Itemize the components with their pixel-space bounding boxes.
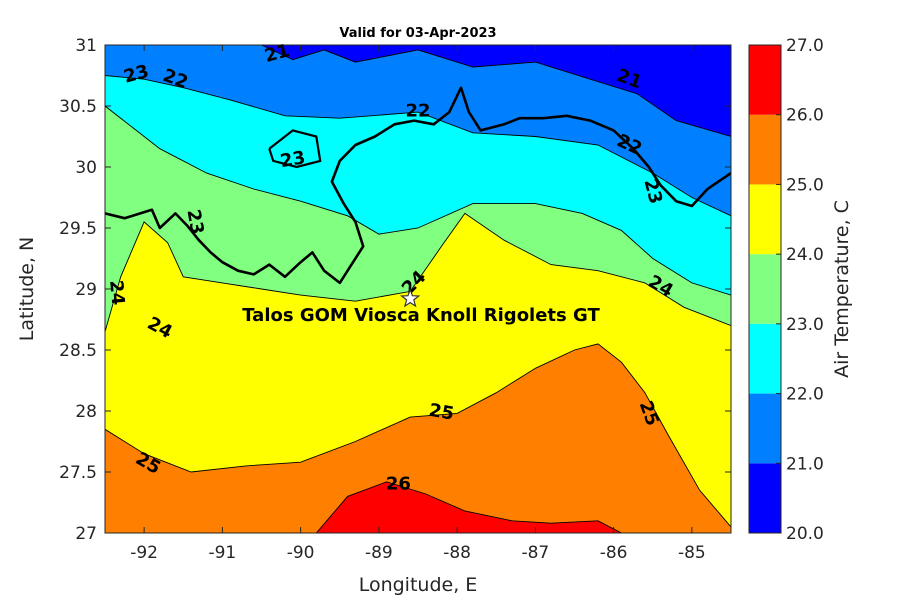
contour-label-26: 26 [386, 474, 411, 495]
contour-line-21 [261, 45, 731, 137]
band-26 [316, 481, 622, 533]
contour-label-22: 22 [405, 100, 430, 121]
band-21 [261, 45, 731, 137]
coastline-trace [105, 86, 731, 285]
x-tick-label: -85 [678, 543, 706, 563]
band-25 [105, 343, 731, 533]
colorbar-tick-label: 24.0 [786, 245, 824, 265]
x-axis-label: Longitude, E [359, 574, 478, 596]
colorbar-swatch [749, 463, 781, 533]
colorbar-swatch [749, 254, 781, 324]
lake-pontchartrain-outline [268, 129, 322, 169]
y-tick-label: 30.5 [59, 97, 97, 117]
y-tick-label: 31 [75, 36, 97, 56]
chart-title: Valid for 03-Apr-2023 [339, 26, 496, 41]
y-tick-label: 28 [75, 402, 97, 422]
colorbar-tick-label: 25.0 [786, 175, 824, 195]
y-tick-label: 27.5 [59, 463, 97, 483]
station-label: Talos GOM Viosca Knoll Rigolets GT [242, 305, 600, 326]
contour-line-23 [105, 105, 731, 296]
x-tick-label: -87 [521, 543, 549, 563]
contour-line-24 [105, 212, 731, 332]
contour-label-23: 23 [182, 208, 207, 236]
coastline [105, 86, 731, 285]
colorbar-tick-label: 21.0 [786, 454, 824, 474]
contour-lines [105, 45, 731, 533]
contour-line-26 [315, 481, 622, 533]
y-tick-label: 29.5 [59, 219, 97, 239]
x-tick-label: -91 [208, 543, 236, 563]
colorbar-tick-label: 20.0 [786, 524, 824, 544]
x-tick-label: -89 [365, 543, 393, 563]
colorbar-swatch [749, 114, 781, 185]
colorbar-frame [748, 44, 782, 534]
x-tick-label: -86 [600, 543, 628, 563]
colorbar-swatch [749, 45, 781, 115]
band-22 [105, 45, 731, 216]
station-star-icon [399, 288, 421, 308]
colorbar-swatch [749, 184, 781, 255]
colorbar-tick-label: 22.0 [786, 385, 824, 405]
colorbar-tick-label: 23.0 [786, 315, 824, 335]
y-axis-label: Latitude, N [16, 237, 38, 342]
y-tick-label: 28.5 [59, 341, 97, 361]
colorbar-tick-label: 26.0 [786, 106, 824, 126]
y-tick-label: 29 [75, 280, 97, 300]
x-tick-label: -92 [130, 543, 158, 563]
colorbar-swatch [749, 393, 781, 464]
y-axis-ticks: 27 27.5 28 28.5 29 29.5 30 30.5 31 [59, 36, 731, 544]
colorbar-swatch [749, 323, 781, 394]
temperature-bands [105, 45, 731, 533]
contour-label-23: 23 [279, 147, 307, 172]
contour-label-25: 25 [427, 400, 455, 425]
station-star [399, 288, 421, 308]
y-tick-label: 30 [75, 158, 97, 178]
colorbar: 20.0 21.0 22.0 23.0 24.0 25.0 26.0 27.0 [749, 36, 824, 544]
x-tick-label: -90 [287, 543, 315, 563]
y-tick-label: 27 [75, 524, 97, 544]
x-tick-label: -88 [443, 543, 471, 563]
plot-area [105, 45, 731, 533]
colorbar-tick-label: 27.0 [786, 36, 824, 56]
contour-line-25 [105, 343, 731, 528]
colorbar-label: Air Temperature, C [831, 200, 853, 378]
x-axis-ticks: -92 -91 -90 -89 -88 -87 -86 -85 [130, 45, 706, 563]
contour-label-24: 24 [105, 279, 128, 306]
